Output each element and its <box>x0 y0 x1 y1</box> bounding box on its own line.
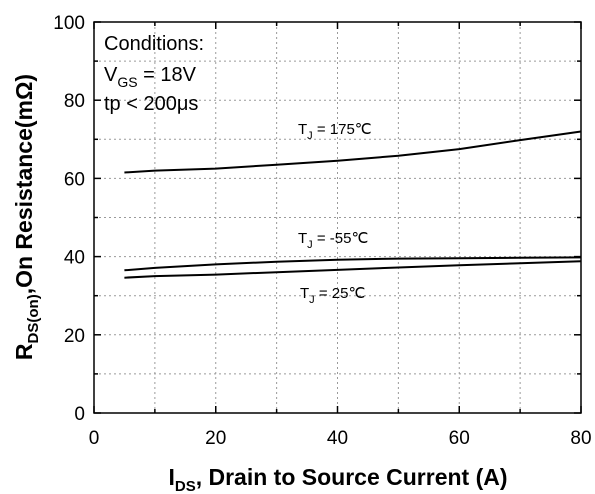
series-lines <box>124 130 582 279</box>
series-label-minus55: TJ = -55℃ <box>298 230 368 251</box>
axis-ticks: 0 20 40 60 80 0 20 40 60 80 100 <box>53 13 591 449</box>
y-tick-label: 20 <box>64 326 85 347</box>
x-tick-label: 80 <box>570 428 591 449</box>
y-tick-label: 40 <box>64 248 85 269</box>
series-line-1 <box>124 256 582 272</box>
series-line-2 <box>124 260 582 279</box>
x-tick-label: 60 <box>449 428 470 449</box>
series-label-25: TJ = 25℃ <box>300 285 365 306</box>
series-line-0 <box>124 130 582 174</box>
conditions-box: Conditions: VGS = 18V tp < 200μs <box>104 33 204 115</box>
x-tick-label: 40 <box>327 428 348 449</box>
x-tick-label: 20 <box>205 428 226 449</box>
y-tick-label: 60 <box>64 169 85 190</box>
x-tick-label: 0 <box>89 428 100 449</box>
y-tick-label: 100 <box>53 13 85 34</box>
y-tick-label: 0 <box>74 404 85 425</box>
series-label-175: TJ = 175℃ <box>298 121 372 142</box>
conditions-vgs: VGS = 18V <box>104 64 197 90</box>
conditions-tp: tp < 200μs <box>104 93 198 115</box>
y-tick-label: 80 <box>64 91 85 112</box>
grid <box>94 22 581 413</box>
x-axis-label: IDS, Drain to Source Current (A) <box>168 464 507 494</box>
y-axis-label: RDS(on),On Resistance(mΩ) <box>11 74 42 360</box>
conditions-title: Conditions: <box>104 33 204 55</box>
